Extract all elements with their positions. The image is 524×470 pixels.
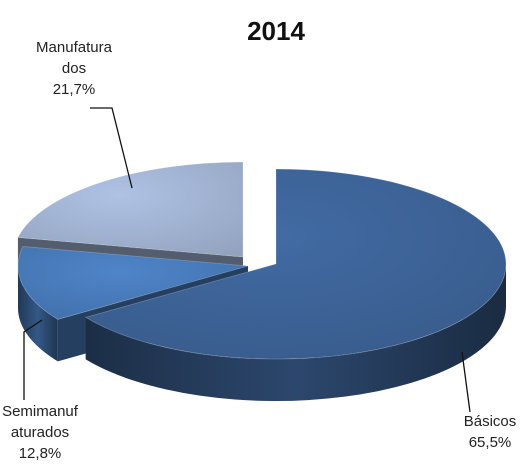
slice-label-name-1: Semimanuf	[2, 403, 79, 420]
leader-line-0	[461, 351, 471, 413]
slice-0-outer-wall-0	[85, 264, 506, 401]
leader-line-1	[23, 319, 43, 400]
label-layer: Básicos 65,5% Semimanuf aturados 12,8% Manufa…	[2, 39, 516, 462]
slice-1-top	[17, 246, 249, 320]
slice-label-percent-1: 12,8%	[19, 445, 62, 462]
leader-line-2	[90, 107, 133, 189]
slice-label-name-2: Manufatura	[36, 39, 113, 56]
slice-label-percent-0: 65,5%	[469, 434, 512, 451]
slice-label-name-2: dos	[62, 60, 86, 77]
slice-2-top	[17, 161, 244, 258]
slice-0-top	[84, 168, 507, 360]
slice-label-name-0: Básicos	[464, 413, 517, 430]
slice-label-percent-2: 21,7%	[53, 81, 96, 98]
chart-title: 2014	[247, 16, 305, 46]
slice-1-outer-wall-0	[18, 266, 58, 362]
pie-layer	[17, 161, 507, 401]
slice-label-name-1: aturados	[11, 424, 69, 441]
